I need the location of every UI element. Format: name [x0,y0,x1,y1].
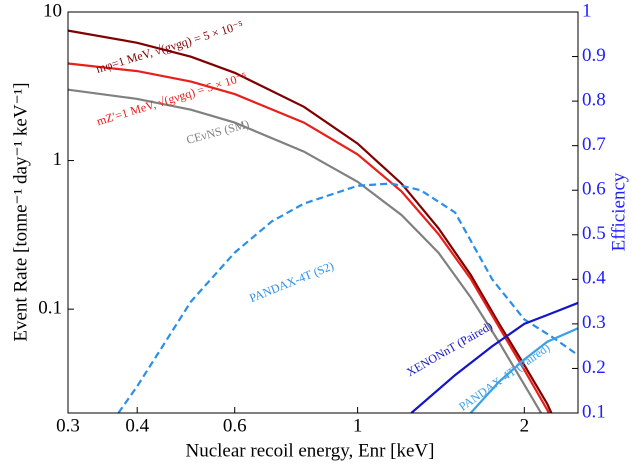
y2-tick-label: 0.7 [582,134,606,155]
series-line [410,301,578,413]
y2-tick-label: 0.9 [582,45,606,66]
x-tick-label: 0.3 [56,415,80,436]
x-tick-label: 1 [353,415,363,436]
y2-tick-label: 0.4 [582,268,606,289]
plot-area [68,29,578,413]
y2-tick-label: 0.2 [582,357,606,378]
x-axis-label: Nuclear recoil energy, Enr [keV] [186,440,435,461]
x-tick-label: 0.4 [125,415,149,436]
y2-tick-label: 0.8 [582,89,606,110]
y-axis-label: Event Rate [tonne⁻¹ day⁻¹ keV⁻¹] [10,82,31,341]
y2-tick-label: 0.1 [582,401,606,422]
series-line [68,29,553,413]
series-line [68,88,543,413]
x-tick-label: 0.6 [223,415,247,436]
series-label: XENONnT (Paired) [404,319,495,380]
plot-frame [67,11,579,414]
y2-tick-label: 0.6 [582,179,606,200]
y-tick-label: 0.1 [38,298,62,319]
series-label: PANDAX-4T (S2) [247,259,335,306]
series-label: CEνNS (SM) [185,117,251,147]
series-line [469,327,578,413]
y2-tick-label: 0.5 [582,223,606,244]
series-line [117,182,578,413]
y-tick-label: 10 [43,0,62,21]
y2-tick-label: 0.3 [582,312,606,333]
series-line [68,62,551,413]
y2-axis-label: Efficiency [608,172,629,251]
y-tick-label: 1 [53,149,63,170]
y2-tick-label: 1 [582,0,592,21]
x-tick-label: 2 [520,415,530,436]
